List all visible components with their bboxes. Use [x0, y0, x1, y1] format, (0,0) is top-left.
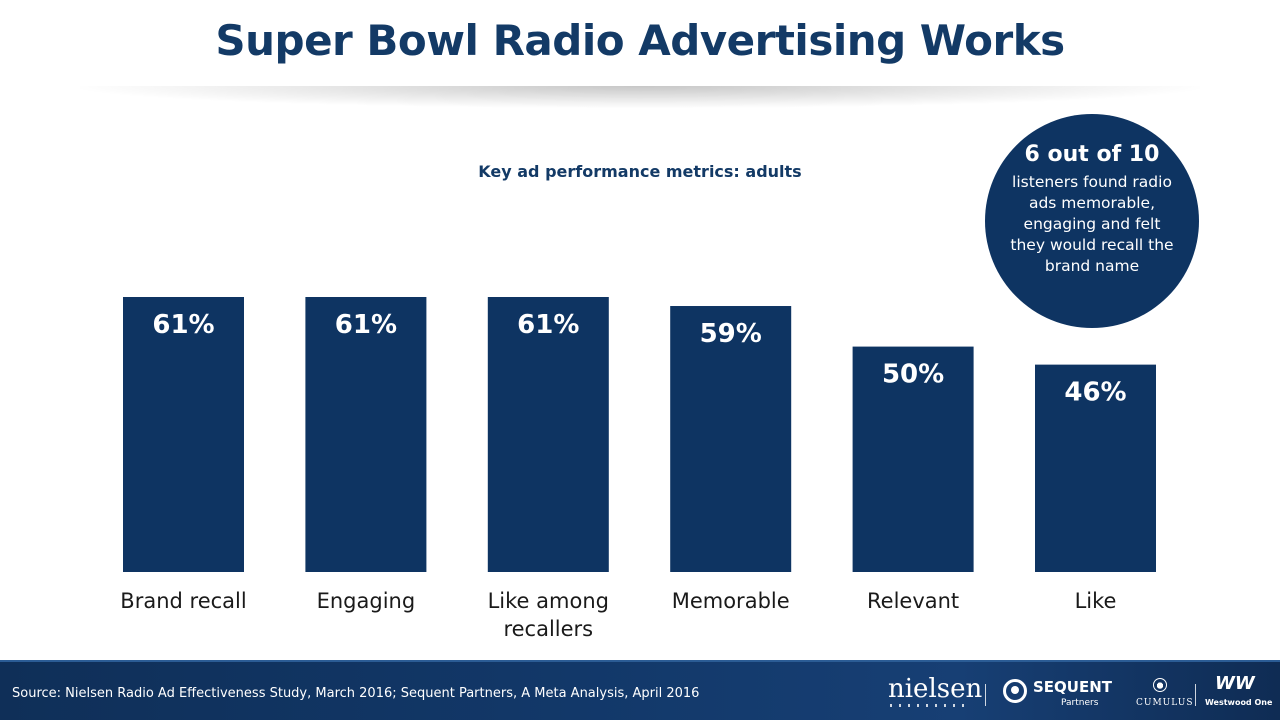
sequent-logo-subtitle: Partners — [1061, 698, 1099, 708]
nielsen-logo-dots — [890, 704, 966, 707]
bar-brand-recall — [123, 297, 244, 572]
westwood-one-logo-icon: WW — [1215, 673, 1255, 694]
westwood-one-logo: Westwood One — [1205, 698, 1273, 707]
bar-engaging — [305, 297, 427, 572]
bar-value-label: 59% — [700, 319, 762, 349]
bar-value-label: 50% — [882, 360, 944, 390]
bar-value-label: 46% — [1064, 378, 1126, 408]
source-note: Source: Nielsen Radio Ad Effectiveness S… — [12, 686, 700, 701]
bar-value-label: 61% — [152, 310, 214, 340]
bar-value-label: 61% — [517, 310, 579, 340]
logo-separator — [1195, 684, 1196, 706]
footer-bar: Source: Nielsen Radio Ad Effectiveness S… — [0, 660, 1280, 720]
bar-relevant — [852, 346, 974, 572]
category-label: Like among recallers — [488, 589, 609, 641]
category-label: Memorable — [672, 589, 790, 613]
bar-like — [1035, 364, 1156, 572]
callout-text: listeners found radio ads memorable, eng… — [1010, 173, 1174, 275]
category-label: Brand recall — [120, 589, 246, 613]
bar-chart: 61% Brand recall 61% Engaging 61% Like among r… — [120, 297, 1156, 641]
category-label: Relevant — [867, 589, 959, 613]
bar-value-label: 61% — [335, 310, 397, 340]
category-label: Like — [1075, 589, 1117, 613]
cumulus-logo: CUMULUS — [1136, 698, 1194, 708]
nielsen-logo: nielsen — [888, 674, 983, 704]
bar-like-among-recallers — [487, 297, 609, 572]
chart-title: Key ad performance metrics: adults — [478, 162, 802, 181]
title-divider-shadow — [80, 86, 1200, 108]
cumulus-logo-icon — [1153, 678, 1167, 692]
sequent-logo: SEQUENT — [1033, 678, 1113, 696]
callout-headline: 6 out of 10 — [1024, 142, 1160, 167]
logo-separator — [985, 684, 986, 706]
category-label: Engaging — [317, 589, 416, 613]
callout-circle: 6 out of 10 listeners found radio ads me… — [985, 114, 1199, 328]
bar-memorable — [670, 306, 792, 572]
page-title: Super Bowl Radio Advertising Works — [215, 16, 1065, 65]
sequent-logo-icon — [1003, 679, 1027, 703]
